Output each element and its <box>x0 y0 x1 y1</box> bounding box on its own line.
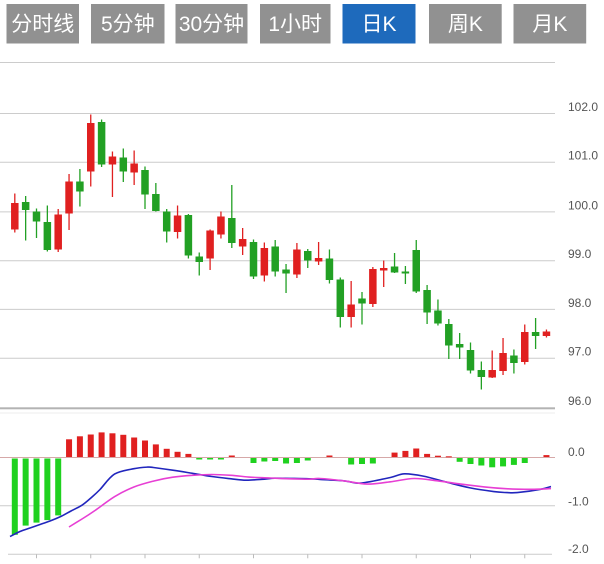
svg-text:月K: 月K <box>532 13 567 36</box>
svg-text:96.0: 96.0 <box>568 394 592 408</box>
svg-text:102.0: 102.0 <box>568 100 598 114</box>
svg-text:周K: 周K <box>448 13 483 36</box>
svg-text:1小时: 1小时 <box>268 13 322 36</box>
svg-text:5分钟: 5分钟 <box>101 13 155 36</box>
svg-text:30分钟: 30分钟 <box>179 13 244 36</box>
svg-text:100.0: 100.0 <box>568 198 598 212</box>
svg-text:99.0: 99.0 <box>568 247 592 261</box>
svg-text:97.0: 97.0 <box>568 345 592 359</box>
svg-text:98.0: 98.0 <box>568 296 592 310</box>
svg-text:日K: 日K <box>361 13 396 36</box>
svg-text:分时线: 分时线 <box>11 13 74 36</box>
svg-text:-2.0: -2.0 <box>568 542 589 556</box>
svg-text:101.0: 101.0 <box>568 149 598 163</box>
svg-text:-1.0: -1.0 <box>568 495 589 509</box>
svg-text:0.0: 0.0 <box>568 445 585 459</box>
